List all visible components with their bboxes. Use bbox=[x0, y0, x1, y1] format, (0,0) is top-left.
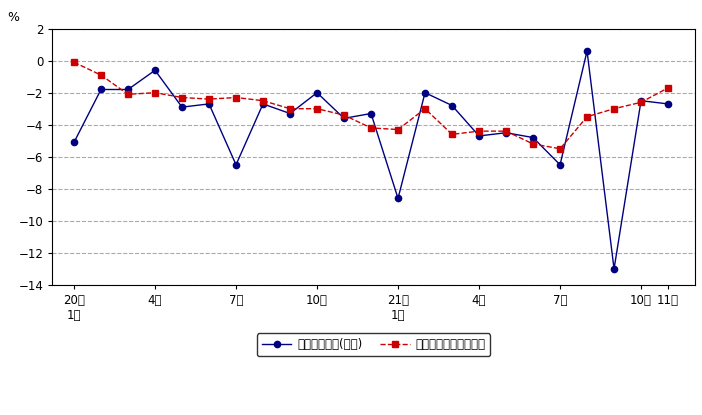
Legend: 現金給与総額(名目), きまって支給する給与: 現金給与総額(名目), きまって支給する給与 bbox=[257, 333, 491, 356]
Y-axis label: %: % bbox=[7, 10, 19, 24]
